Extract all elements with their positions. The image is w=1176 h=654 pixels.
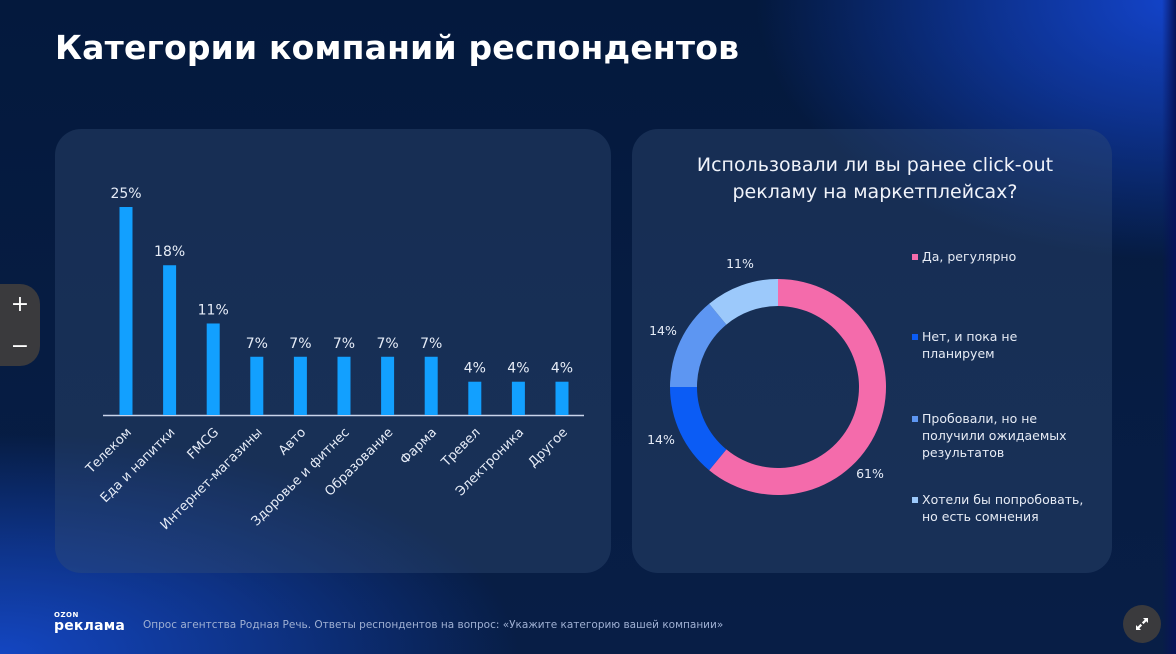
bar: [337, 356, 351, 415]
bar: [468, 381, 482, 415]
bar: [511, 381, 525, 415]
slide-edge: [1162, 0, 1176, 654]
bar-value-label: 7%: [376, 336, 398, 352]
slice-value-label: 14%: [647, 432, 675, 447]
legend-item: Пробовали, но не получили ожидаемых резу…: [912, 410, 1077, 461]
bar-value-label: 25%: [110, 186, 141, 202]
slice-value-label: 14%: [649, 323, 677, 338]
bar: [250, 356, 264, 415]
logo-ozon-text: OZON: [54, 611, 79, 619]
legend-label: Нет, и пока не планируем: [922, 329, 1018, 361]
bar-chart-panel: [55, 129, 611, 573]
bar: [206, 323, 220, 415]
legend-swatch: [912, 416, 918, 422]
bar-value-label: 11%: [198, 302, 229, 318]
legend-swatch: [912, 334, 918, 340]
legend-label: Да, регулярно: [922, 249, 1017, 264]
slice-value-label: 11%: [726, 256, 754, 271]
bar-value-label: 4%: [464, 361, 486, 377]
bar-value-label: 4%: [551, 361, 573, 377]
legend-item: Нет, и пока не планируем: [912, 328, 1042, 362]
donut-slice: [709, 279, 886, 495]
bar: [163, 265, 177, 415]
bar: [119, 207, 133, 415]
ozon-reklama-logo: OZON реклама: [54, 611, 125, 633]
bar-value-label: 7%: [289, 336, 311, 352]
legend-item: Да, регулярно: [912, 248, 1016, 265]
donut-chart-title: Использовали ли вы ранее click-out рекла…: [696, 154, 1054, 203]
donut-slice: [670, 387, 727, 471]
bar: [293, 356, 307, 415]
legend-label: Хотели бы попробовать, но есть сомнения: [922, 492, 1084, 524]
zoom-controls: + −: [0, 284, 40, 366]
bar-value-label: 4%: [507, 361, 529, 377]
page-title: Категории компаний респондентов: [55, 28, 740, 67]
footer-source-note: Опрос агентства Родная Речь. Ответы респ…: [143, 619, 724, 631]
legend-label: Пробовали, но не получили ожидаемых резу…: [922, 411, 1067, 460]
slice-value-label: 61%: [856, 466, 884, 481]
bar: [381, 356, 395, 415]
logo-reklama-text: реклама: [54, 618, 126, 634]
fullscreen-button[interactable]: [1123, 605, 1161, 643]
donut-slice: [670, 303, 727, 387]
expand-arrows-icon: [1136, 618, 1148, 630]
minus-icon: −: [10, 333, 30, 359]
zoom-out-button[interactable]: −: [0, 326, 40, 366]
legend-swatch: [912, 497, 918, 503]
bar-value-label: 7%: [246, 336, 268, 352]
zoom-in-button[interactable]: +: [0, 284, 40, 324]
donut-slice: [709, 279, 778, 325]
bar-value-label: 7%: [420, 336, 442, 352]
plus-icon: +: [10, 291, 30, 317]
legend-item: Хотели бы попробовать, но есть сомнения: [912, 491, 1102, 525]
bar-value-label: 18%: [154, 244, 185, 260]
legend-swatch: [912, 254, 918, 260]
bar: [424, 356, 438, 415]
bar: [555, 381, 569, 415]
bar-value-label: 7%: [333, 336, 355, 352]
